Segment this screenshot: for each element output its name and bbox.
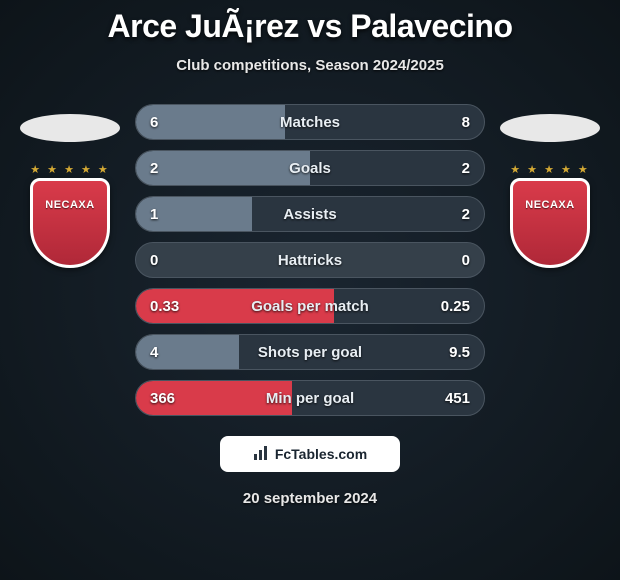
player-right-avatar (500, 114, 600, 142)
stat-row: 0 0 Hattricks (135, 242, 485, 278)
stat-value-left: 4 (150, 344, 158, 361)
site-name: FcTables.com (275, 446, 367, 462)
stat-value-right: 8 (462, 114, 470, 131)
player-left-avatar (20, 114, 120, 142)
stat-label: Hattricks (278, 252, 342, 269)
player-right-club-badge: ★ ★ ★ ★ ★ NECAXA (500, 160, 600, 270)
stat-fill-left (136, 105, 285, 139)
stat-value-right: 451 (445, 390, 470, 407)
page-title: Arce JuÃ¡rez vs Palavecino (108, 8, 513, 45)
stat-value-right: 0 (462, 252, 470, 269)
stat-value-left: 1 (150, 206, 158, 223)
stat-fill-left (136, 151, 310, 185)
stat-value-left: 6 (150, 114, 158, 131)
stat-value-left: 366 (150, 390, 175, 407)
stat-row: 6 8 Matches (135, 104, 485, 140)
stat-row: 4 9.5 Shots per goal (135, 334, 485, 370)
stat-label: Shots per goal (258, 344, 362, 361)
stat-value-right: 2 (462, 206, 470, 223)
player-right-column: ★ ★ ★ ★ ★ NECAXA (495, 104, 605, 270)
club-name-left: NECAXA (45, 199, 94, 211)
footer-date: 20 september 2024 (243, 490, 377, 507)
stat-value-right: 0.25 (441, 298, 470, 315)
stats-bars: 6 8 Matches 2 2 Goals 1 2 Assists 0 0 Hattricks 0.33… (135, 104, 485, 416)
stars-icon: ★ ★ ★ ★ ★ (510, 163, 590, 176)
player-left-club-badge: ★ ★ ★ ★ ★ NECAXA (20, 160, 120, 270)
stat-label: Goals (289, 160, 331, 177)
stat-label: Assists (283, 206, 336, 223)
stat-fill-right (310, 151, 484, 185)
stat-value-right: 2 (462, 160, 470, 177)
stat-row: 366 451 Min per goal (135, 380, 485, 416)
stat-label: Min per goal (266, 390, 354, 407)
stat-row: 1 2 Assists (135, 196, 485, 232)
stat-row: 0.33 0.25 Goals per match (135, 288, 485, 324)
stats-area: ★ ★ ★ ★ ★ NECAXA 6 8 Matches 2 2 Goals 1 2 Assis… (0, 104, 620, 416)
stat-value-left: 0 (150, 252, 158, 269)
site-badge[interactable]: FcTables.com (220, 436, 400, 472)
shield-icon: NECAXA (510, 178, 590, 268)
stat-label: Goals per match (251, 298, 369, 315)
stat-value-left: 0.33 (150, 298, 179, 315)
stat-value-right: 9.5 (449, 344, 470, 361)
chart-icon (253, 445, 269, 464)
stat-value-left: 2 (150, 160, 158, 177)
stars-icon: ★ ★ ★ ★ ★ (30, 163, 110, 176)
page-subtitle: Club competitions, Season 2024/2025 (176, 57, 444, 74)
stat-row: 2 2 Goals (135, 150, 485, 186)
club-name-right: NECAXA (525, 199, 574, 211)
player-left-column: ★ ★ ★ ★ ★ NECAXA (15, 104, 125, 270)
shield-icon: NECAXA (30, 178, 110, 268)
stat-label: Matches (280, 114, 340, 131)
